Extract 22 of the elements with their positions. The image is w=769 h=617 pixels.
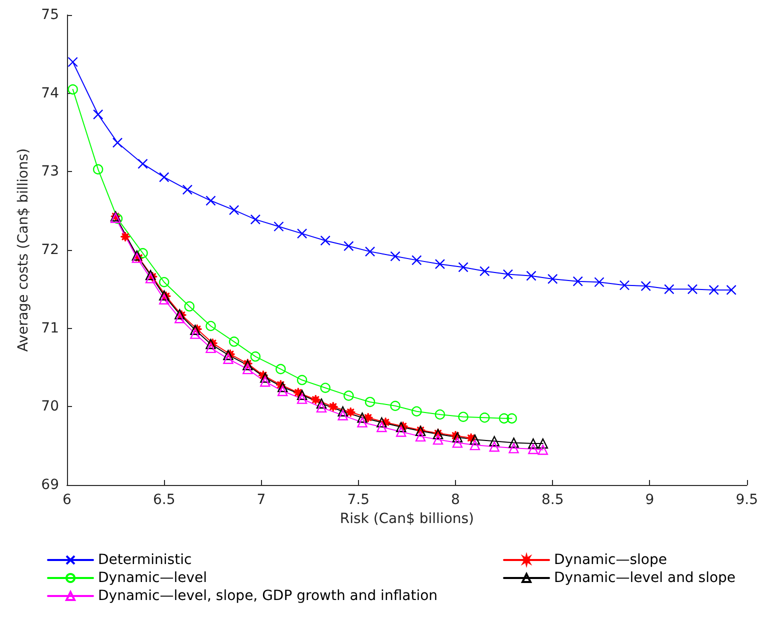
x-tick-label: 8.5 (541, 492, 564, 508)
x-axis-title: Risk (Can$ billions) (340, 510, 474, 527)
y-tick-label: 70 (41, 398, 59, 415)
legend-label: Dynamic—slope (554, 552, 667, 568)
x-tick-label: 6.5 (152, 492, 176, 508)
x-tick-label: 9.5 (736, 492, 758, 508)
y-tick-label: 71 (41, 320, 59, 336)
legend-label: Deterministic (98, 552, 192, 568)
y-tick-label: 75 (41, 7, 59, 23)
x-tick-label: 7.5 (347, 492, 370, 508)
y-tick-label: 73 (41, 164, 59, 180)
y-tick-label: 72 (41, 242, 59, 258)
y-axis-title: Average costs (Can$ billions) (15, 148, 32, 352)
x-tick-label: 8 (451, 492, 460, 508)
legend-label: Dynamic—level (98, 570, 208, 586)
y-tick-label: 69 (41, 477, 59, 493)
legend-label: Dynamic—level and slope (554, 570, 736, 586)
x-tick-label: 9 (645, 492, 654, 508)
y-tick-label: 74 (41, 85, 60, 102)
legend-label: Dynamic—level, slope, GDP growth and inflation (98, 588, 438, 604)
x-tick-label: 6 (62, 492, 72, 508)
x-tick-label: 7 (256, 492, 266, 508)
